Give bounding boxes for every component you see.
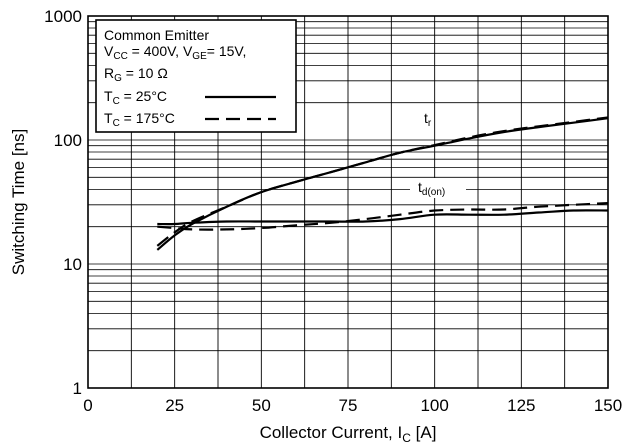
x-tick-label: 25: [165, 396, 184, 415]
x-tick-label: 75: [339, 396, 358, 415]
y-tick-labels: 1 10 100 1000: [44, 7, 82, 398]
x-axis-title: Collector Current, IC [A]: [260, 423, 437, 445]
legend-line-2: VCC = 400V, VGE= 15V,: [104, 43, 246, 62]
y-tick-label: 10: [63, 255, 82, 274]
series-line-tdon-25c: [157, 209, 609, 226]
legend: Common Emitter VCC = 400V, VGE= 15V, RG …: [95, 19, 297, 133]
x-tick-label: 100: [420, 396, 448, 415]
legend-entry-25c-label: TC = 25°C: [104, 88, 167, 107]
legend-line-3: RG = 10 Ω: [104, 65, 168, 84]
legend-entry-175c-label: TC = 175°C: [104, 110, 175, 129]
x-axis-title-main: Collector Current, I: [260, 423, 403, 442]
y-tick-label: 1: [73, 379, 82, 398]
x-axis-title-unit: [A]: [411, 423, 437, 442]
series-line-tdon-175c: [157, 202, 609, 231]
series-lines: [156, 116, 609, 251]
y-axis-title: Switching Time [ns]: [9, 129, 28, 275]
x-tick-labels: 0 25 50 75 100 125 150: [83, 396, 622, 415]
y-tick-label: 1000: [44, 7, 82, 26]
y-tick-label: 100: [54, 131, 82, 150]
plot-frame: [87, 15, 609, 389]
series-line-tr-175c: [156, 116, 609, 247]
curve-label-tdon-bg: [410, 178, 466, 198]
legend-box: [95, 19, 297, 133]
x-tick-label: 0: [83, 396, 92, 415]
x-axis-title-sub: C: [402, 431, 411, 445]
series-line-tr-25c: [156, 117, 609, 251]
x-tick-label: 150: [594, 396, 622, 415]
x-tick-label: 50: [252, 396, 271, 415]
curve-label-tr: tr: [424, 110, 432, 129]
curve-label-tdon: td(on): [418, 179, 445, 198]
legend-line-1: Common Emitter: [104, 27, 209, 43]
x-tick-label: 125: [507, 396, 535, 415]
